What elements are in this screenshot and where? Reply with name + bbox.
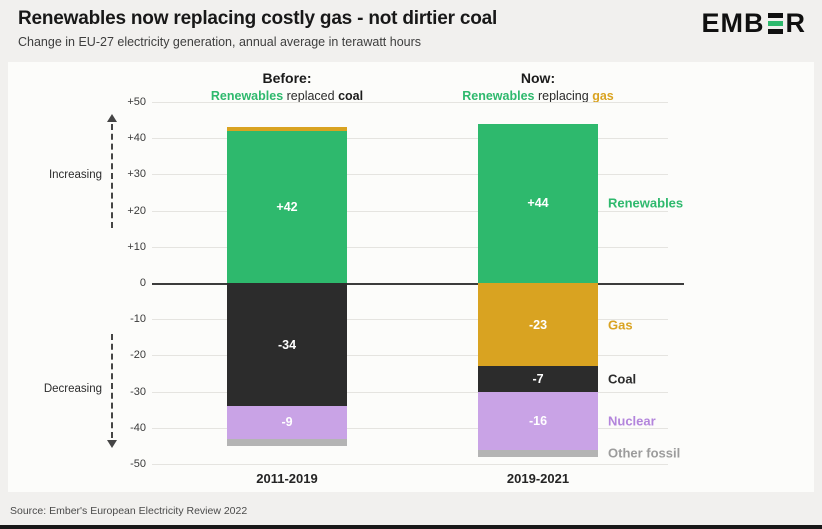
y-tick-label: -20 bbox=[130, 349, 146, 362]
bar-segment-other-fossil bbox=[227, 438, 347, 446]
gridline bbox=[152, 391, 668, 393]
bar-segment-gas: -23 bbox=[478, 283, 598, 367]
header: Renewables now replacing costly gas - no… bbox=[18, 8, 806, 49]
logo-text-pre: EMB bbox=[701, 8, 765, 38]
gridline bbox=[152, 427, 668, 429]
y-tick-label: +10 bbox=[127, 240, 146, 253]
bar-segment-nuclear: -16 bbox=[478, 391, 598, 450]
bar-segment-nuclear: -9 bbox=[227, 406, 347, 439]
gas-word: gas bbox=[592, 89, 614, 103]
gridline bbox=[152, 464, 668, 465]
renewables-word: Renewables bbox=[462, 89, 535, 103]
series-label-gas: Gas bbox=[608, 317, 633, 333]
x-category-label: 2019-2021 bbox=[506, 471, 570, 486]
y-tick-label: -50 bbox=[130, 458, 146, 470]
bar-segment-coal: -7 bbox=[478, 366, 598, 392]
column-title-now: Now: bbox=[520, 70, 556, 86]
logo-e-bar-top bbox=[767, 13, 783, 18]
column-subtitle-now: Renewables replacing gas bbox=[418, 89, 658, 103]
increasing-arrow-icon bbox=[107, 114, 117, 122]
decreasing-arrow-icon bbox=[107, 440, 117, 448]
bar-value-label: -34 bbox=[277, 337, 297, 352]
y-tick-label: +20 bbox=[127, 204, 146, 217]
gridline bbox=[152, 210, 668, 212]
bar-value-label: -23 bbox=[528, 317, 548, 332]
logo-e-bar-bottom bbox=[767, 29, 783, 34]
increasing-dashed-line bbox=[111, 124, 113, 228]
coal-word: coal bbox=[338, 89, 364, 103]
page-subtitle: Change in EU-27 electricity generation, … bbox=[18, 35, 422, 49]
page-title: Renewables now replacing costly gas - no… bbox=[18, 8, 498, 29]
increasing-label: Increasing bbox=[48, 169, 102, 181]
bar-segment-other-fossil bbox=[478, 449, 598, 457]
bar-segment-renewables: +44 bbox=[478, 123, 598, 283]
source-note: Source: Ember's European Electricity Rev… bbox=[10, 505, 248, 517]
bar-segment-renewables: +42 bbox=[227, 130, 347, 283]
series-label-other-fossil: Other fossil bbox=[608, 445, 681, 461]
gridline bbox=[152, 319, 668, 321]
column-header-before: Before: Renewables replaced coal bbox=[167, 70, 407, 103]
chart-panel: Before: Renewables replaced coal Now: Re… bbox=[8, 62, 814, 492]
verb-word: replaced bbox=[286, 89, 335, 103]
bottom-accent-bar bbox=[0, 525, 822, 529]
logo-e-bar-mid bbox=[767, 21, 783, 26]
logo-stylized-e-icon bbox=[767, 13, 783, 34]
y-tick-label: +40 bbox=[127, 132, 146, 145]
y-tick-label: +50 bbox=[127, 96, 146, 108]
decreasing-dashed-line bbox=[111, 334, 113, 438]
ember-logo: EMB R bbox=[702, 8, 807, 39]
y-tick-label: 0 bbox=[139, 277, 146, 289]
bar-value-label: +44 bbox=[527, 196, 549, 211]
bar-value-label: -9 bbox=[281, 415, 293, 430]
series-label-coal: Coal bbox=[608, 371, 637, 387]
column-header-now: Now: Renewables replacing gas bbox=[418, 70, 658, 103]
y-tick-label: -40 bbox=[130, 421, 146, 434]
y-tick-label: -10 bbox=[130, 313, 146, 326]
logo-text-post: R bbox=[785, 8, 806, 38]
column-title-before: Before: bbox=[262, 70, 312, 86]
bar-segment-gas bbox=[227, 127, 347, 131]
bar-segment-coal: -34 bbox=[227, 283, 347, 407]
gridline bbox=[152, 138, 668, 140]
gridline bbox=[152, 174, 668, 176]
bar-value-label: -16 bbox=[528, 413, 548, 428]
gridline bbox=[152, 246, 668, 248]
column-subtitle-before: Renewables replaced coal bbox=[167, 89, 407, 103]
renewables-word: Renewables bbox=[210, 89, 284, 103]
verb-word: replacing bbox=[537, 89, 589, 103]
series-label-renewables: Renewables bbox=[608, 195, 684, 211]
bar-value-label: -7 bbox=[532, 371, 544, 386]
gridline bbox=[152, 355, 668, 357]
decreasing-label: Decreasing bbox=[43, 383, 102, 395]
y-tick-label: +30 bbox=[127, 168, 146, 181]
zero-axis-line bbox=[152, 283, 684, 285]
x-category-label: 2011-2019 bbox=[256, 471, 318, 486]
bar-value-label: +42 bbox=[276, 199, 298, 214]
gridline bbox=[152, 102, 668, 103]
series-label-nuclear: Nuclear bbox=[608, 413, 656, 429]
y-tick-label: -30 bbox=[130, 385, 146, 398]
